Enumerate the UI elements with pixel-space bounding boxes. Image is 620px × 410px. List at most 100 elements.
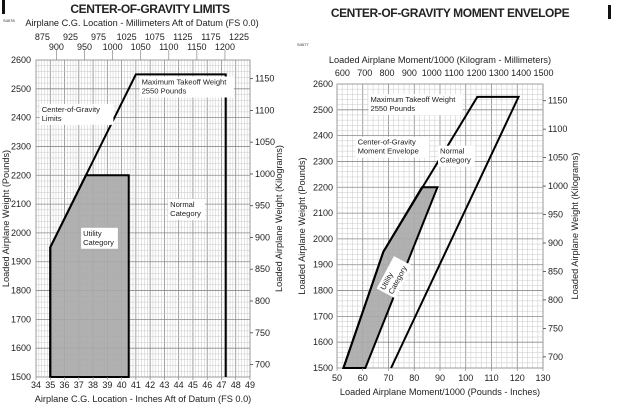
x2-tick-label-upper: 875 bbox=[35, 32, 50, 42]
annotation-text: Category bbox=[440, 156, 471, 165]
chart-2: CENTER-OF-GRAVITY MOMENT ENVELOPE S4077 Ma… bbox=[297, 5, 611, 397]
annotation-text: Utility bbox=[83, 229, 102, 238]
x-tick-label: 48 bbox=[231, 380, 241, 390]
annotation-text: Category bbox=[83, 238, 114, 247]
annotation-text: Center-of-Gravity bbox=[42, 105, 100, 114]
x-tick-label: 47 bbox=[216, 380, 226, 390]
x2-tick-label-lower: 1200 bbox=[215, 42, 235, 52]
x2-tick-label: 1000 bbox=[422, 68, 442, 78]
x-tick-label: 80 bbox=[409, 373, 419, 383]
y2-tick-label: 1100 bbox=[255, 105, 274, 115]
x-tick-label: 39 bbox=[102, 380, 112, 390]
y-tick-label: 1900 bbox=[11, 257, 31, 267]
y-tick-label: 1800 bbox=[313, 286, 333, 296]
y-tick-label: 1600 bbox=[313, 337, 333, 347]
y2-tick-label: 750 bbox=[255, 328, 270, 338]
x2-tick-label: 1200 bbox=[466, 68, 486, 78]
x-tick-label: 44 bbox=[174, 380, 184, 390]
annotation-text: 2550 Pounds bbox=[370, 104, 415, 113]
x2-tick-label-upper: 975 bbox=[91, 32, 106, 42]
y2-tick-label: 1050 bbox=[548, 153, 568, 163]
y-tick-label: 2300 bbox=[313, 156, 333, 166]
chart-title: CENTER-OF-GRAVITY MOMENT ENVELOPE bbox=[331, 6, 570, 20]
x2-tick-label-lower: 1050 bbox=[131, 42, 151, 52]
x2-tick-label: 1400 bbox=[511, 68, 531, 78]
y2-tick-label: 800 bbox=[255, 296, 270, 306]
y2-tick-label: 950 bbox=[548, 210, 563, 220]
x2-tick-label-lower: 1000 bbox=[103, 42, 123, 52]
y2-tick-label: 1000 bbox=[548, 181, 568, 191]
x-tick-label: 36 bbox=[60, 380, 70, 390]
x2-axis-title: Airplane C.G. Location - Millimeters Aft… bbox=[25, 18, 258, 28]
x-tick-label: 42 bbox=[145, 380, 155, 390]
y-axis-title: Loaded Airplane Weight (Pounds) bbox=[1, 150, 11, 287]
x2-tick-label: 800 bbox=[380, 68, 395, 78]
y2-tick-label: 700 bbox=[255, 360, 270, 370]
x2-tick-label-upper: 1075 bbox=[145, 32, 165, 42]
y-tick-label: 2100 bbox=[313, 208, 333, 218]
annotation-bg bbox=[355, 136, 430, 158]
annotation-bg bbox=[376, 256, 413, 299]
x-axis-title: Airplane C.G. Location - Inches Aft of D… bbox=[35, 394, 252, 404]
annotation-text: Category bbox=[170, 209, 201, 218]
y-tick-label: 2100 bbox=[11, 199, 31, 209]
x-tick-label: 90 bbox=[435, 373, 445, 383]
annotation-bg bbox=[368, 94, 463, 116]
x2-tick-label-lower: 1150 bbox=[187, 42, 206, 52]
annotation-text: Maximum Takeoff Weight bbox=[370, 95, 456, 104]
x-tick-label: 110 bbox=[484, 373, 498, 383]
envelope-normal-category bbox=[342, 95, 521, 369]
x2-tick-label: 1500 bbox=[533, 68, 553, 78]
x2-tick-label: 600 bbox=[335, 68, 350, 78]
y2-axis-title: Loaded Airplane Weight (Kilograms) bbox=[274, 145, 284, 292]
figure-id: S4077 bbox=[297, 42, 309, 47]
x-tick-label: 37 bbox=[74, 380, 84, 390]
y2-tick-label: 1000 bbox=[255, 169, 275, 179]
y-tick-label: 2000 bbox=[313, 234, 333, 244]
x2-axis-title: Loaded Airplane Moment/1000 (Kilogram - … bbox=[329, 55, 551, 65]
x-tick-label: 41 bbox=[131, 380, 141, 390]
x2-tick-label-lower: 900 bbox=[49, 42, 64, 52]
x2-tick-label: 700 bbox=[357, 68, 372, 78]
x-tick-label: 35 bbox=[45, 380, 55, 390]
y-tick-label: 2600 bbox=[11, 55, 31, 65]
y2-tick-label: 850 bbox=[255, 264, 270, 274]
annotation-text: Center-of-Gravity bbox=[358, 138, 416, 147]
y-tick-label: 2200 bbox=[313, 182, 333, 192]
x-tick-label: 130 bbox=[535, 373, 550, 383]
x2-tick-label: 1100 bbox=[444, 68, 463, 78]
y2-tick-label: 950 bbox=[255, 201, 270, 211]
y-axis-title: Loaded Airplane Weight (Pounds) bbox=[297, 157, 307, 294]
y-tick-label: 1700 bbox=[11, 314, 31, 324]
chart-title: CENTER-OF-GRAVITY LIMITS bbox=[70, 2, 230, 16]
y-tick-label: 1500 bbox=[313, 363, 333, 373]
annotation-text: Limits bbox=[42, 114, 62, 123]
plot-border bbox=[35, 59, 251, 378]
y2-tick-label: 1150 bbox=[548, 96, 567, 106]
y2-tick-label: 1050 bbox=[255, 137, 275, 147]
y-tick-label: 1600 bbox=[11, 343, 31, 353]
annotation-bg bbox=[39, 103, 114, 125]
y2-axis-title: Loaded Airplane Weight (Kilograms) bbox=[570, 153, 580, 300]
y-tick-label: 2000 bbox=[11, 228, 31, 238]
y2-tick-label: 850 bbox=[548, 266, 563, 276]
annotation-text: Maximum Takeoff Weight bbox=[142, 77, 228, 86]
y2-tick-label: 700 bbox=[548, 352, 563, 362]
x2-tick-label-lower: 1100 bbox=[159, 42, 178, 52]
y-tick-label: 1800 bbox=[11, 286, 31, 296]
x-tick-label: 100 bbox=[458, 373, 473, 383]
x-tick-label: 43 bbox=[159, 380, 169, 390]
y-tick-label: 1700 bbox=[313, 311, 333, 321]
y2-tick-label: 900 bbox=[255, 232, 270, 242]
y-tick-label: 2200 bbox=[11, 170, 31, 180]
x-tick-label: 60 bbox=[358, 373, 368, 383]
envelope-normal-category bbox=[49, 73, 227, 377]
y2-tick-label: 900 bbox=[548, 238, 563, 248]
x2-tick-label: 900 bbox=[402, 68, 417, 78]
